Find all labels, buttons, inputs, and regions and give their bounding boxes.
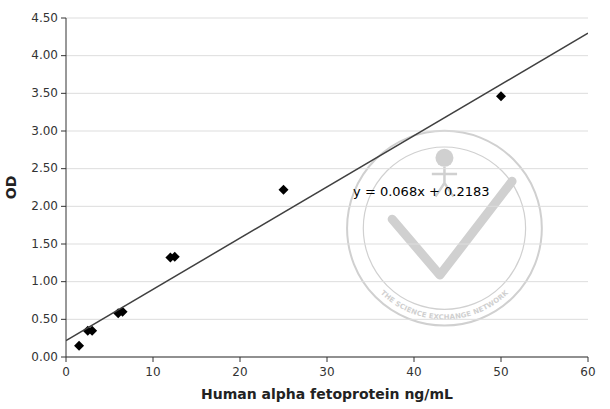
tick: [501, 357, 502, 362]
tick-label: 0.00: [31, 350, 58, 364]
y-axis: 0.00 0.50 1.00 1.50 2.00 2.50 3.00 3.50 4.00 4.50: [31, 11, 588, 364]
x-axis: 0 10 20 30 40 50 60: [62, 357, 595, 379]
point: [118, 307, 128, 317]
tick-label: 3.00: [31, 124, 58, 138]
point: [279, 185, 289, 195]
grid-line: [66, 55, 588, 56]
grid-line: [66, 319, 588, 320]
tick-label: 2.50: [31, 161, 58, 175]
grid-line: [66, 206, 588, 207]
grid-line: [66, 168, 588, 169]
chart: THE SCIENCE EXCHANGE NETWORK 0.00 0.50 1.00…: [0, 0, 610, 409]
tick-label: 0.50: [31, 312, 58, 326]
tick-label: 4.00: [31, 48, 58, 62]
tick: [61, 131, 66, 132]
watermark-head: [435, 149, 453, 167]
tick: [61, 93, 66, 94]
grid-line: [66, 281, 588, 282]
grid-line: [66, 93, 588, 94]
tick-label: 20: [232, 365, 247, 379]
watermark-text: THE SCIENCE EXCHANGE NETWORK: [379, 288, 510, 321]
point: [74, 341, 84, 351]
equation: y = 0.068x + 0.2183: [353, 184, 489, 199]
plot-area: [66, 33, 588, 351]
tick-label: 0: [62, 365, 70, 379]
tick: [153, 357, 154, 362]
tick-label: 50: [493, 365, 508, 379]
x-axis-label: Human alpha fetoprotein ng/mL: [201, 386, 453, 402]
tick: [61, 55, 66, 56]
grid-line: [66, 244, 588, 245]
tick: [327, 357, 328, 362]
watermark-ring: [347, 131, 542, 326]
tick: [61, 281, 66, 282]
tick-label: 3.50: [31, 86, 58, 100]
tick: [61, 244, 66, 245]
tick: [61, 168, 66, 169]
watermark-ring: [363, 147, 525, 309]
tick: [240, 357, 241, 362]
tick-label: 60: [580, 365, 595, 379]
tick-label: 1.50: [31, 237, 58, 251]
grid-line: [66, 357, 588, 358]
trend-line: [66, 33, 588, 340]
tick-label: 1.00: [31, 274, 58, 288]
grid-line: [66, 18, 588, 19]
tick-label: 30: [319, 365, 334, 379]
tick-label: 4.50: [31, 11, 58, 25]
tick: [61, 357, 66, 358]
watermark: THE SCIENCE EXCHANGE NETWORK: [347, 131, 542, 326]
axis-line: [66, 18, 67, 357]
grid-line: [66, 131, 588, 132]
tick: [588, 357, 589, 362]
y-axis-label: OD: [3, 176, 19, 200]
tick: [61, 206, 66, 207]
tick-label: 40: [406, 365, 421, 379]
tick-label: 2.00: [31, 199, 58, 213]
tick-label: 10: [145, 365, 160, 379]
tick: [61, 18, 66, 19]
point: [496, 91, 506, 101]
axis-line: [66, 357, 588, 358]
tick: [414, 357, 415, 362]
tick: [66, 357, 67, 362]
point: [170, 252, 180, 262]
tick: [61, 319, 66, 320]
